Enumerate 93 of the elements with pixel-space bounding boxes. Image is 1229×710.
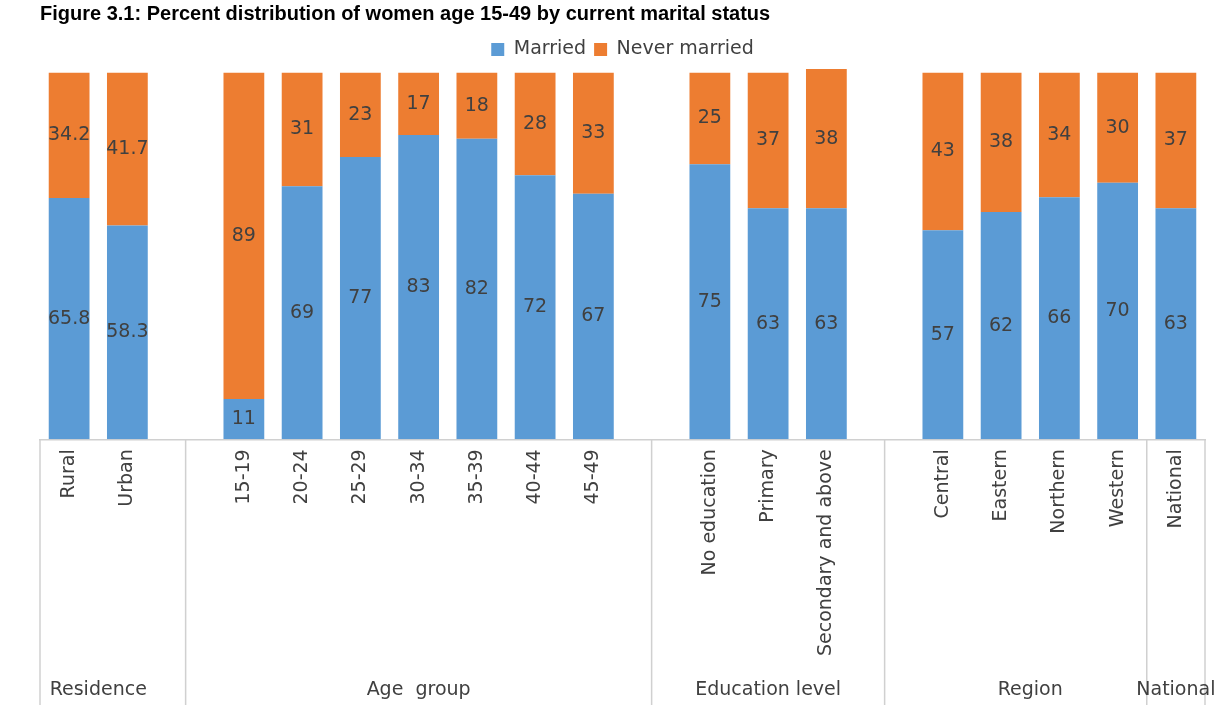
x-tick-label: 35-39 [463,449,486,505]
bar [281,186,323,440]
bar [456,138,498,440]
data-label: 72 [523,294,548,317]
bar [747,72,789,209]
x-tick-label: 40-44 [522,449,545,505]
x-tick-label: 20-24 [289,449,312,505]
data-label: 38 [814,125,839,148]
data-label: 25 [697,105,722,128]
data-label: 18 [464,92,489,115]
legend-label: Never married [616,36,754,59]
bar [514,175,556,440]
bar [1097,182,1139,440]
data-label: 63 [756,310,781,333]
data-label: 57 [930,321,955,344]
data-label: 33 [581,120,606,143]
x-tick-label: Primary [755,449,778,523]
bar [1038,72,1080,198]
data-label: 34 [1047,121,1072,144]
bar [747,208,789,440]
data-label: 17 [406,90,431,113]
data-label: 67 [581,303,606,326]
chart-title: Figure 3.1: Percent distribution of women age 15-49 by current marital status [40,1,771,24]
x-tick-label: Eastern [988,449,1011,522]
data-label: 83 [406,274,431,297]
bar [689,72,731,165]
data-label: 43 [930,138,955,161]
bar [223,398,265,440]
data-label: 28 [523,110,548,133]
text: Residence [49,676,147,699]
bar [339,72,381,157]
bar [922,72,964,231]
data-label: 62 [989,312,1014,335]
bar [48,72,90,199]
bar [980,211,1022,440]
data-label: 34.2 [47,122,91,145]
x-tick-label: 15-19 [230,449,253,505]
bar [1155,72,1197,209]
text: National [1136,676,1216,699]
x-tick-label: 25-29 [347,449,370,505]
x-tick-label: Rural [56,449,79,499]
text: Region [997,676,1063,699]
x-tick-label: National [1162,449,1185,529]
x-tick-label: Urban [114,449,137,507]
bar [1097,72,1139,183]
bar [106,225,148,440]
data-label: 38 [989,129,1014,152]
data-label: 37 [1163,127,1188,150]
bar [689,164,731,440]
bar [281,72,323,187]
x-tick-label: Secondary and above [813,449,836,657]
bar [398,134,440,440]
bar [572,72,614,194]
x-tick-label: 45-49 [580,449,603,505]
bar [398,72,440,135]
bar [922,230,964,440]
data-label: 63 [814,310,839,333]
bar [514,72,556,176]
bar [572,193,614,440]
bar [1155,208,1197,440]
data-label: 11 [231,406,256,429]
data-label: 66 [1047,305,1072,328]
x-tick-label: Northern [1046,449,1069,534]
data-label: 69 [290,299,315,322]
data-label: 70 [1105,297,1130,320]
data-label: 63 [1163,310,1188,333]
data-label: 41.7 [106,136,149,159]
text: Education level [695,676,842,699]
bar [223,72,265,399]
data-label: 77 [348,285,373,308]
bar [48,198,90,440]
text: Age group [366,676,471,699]
x-tick-label: Western [1104,449,1127,528]
bar [805,69,847,209]
data-label: 30 [1105,114,1130,137]
data-label: 65.8 [47,305,91,328]
x-tick-label: 30-34 [405,449,428,505]
x-tick-label: Central [929,449,952,519]
data-label: 82 [464,275,489,298]
data-label: 58.3 [106,319,149,342]
bar [805,208,847,440]
bar [980,72,1022,212]
bar [106,72,148,226]
x-tick-label: No education [696,449,719,576]
data-label: 89 [231,222,256,245]
data-label: 31 [290,116,315,139]
bar [1038,197,1080,440]
bar [456,72,498,139]
data-label: 37 [756,127,781,150]
data-label: 23 [348,101,373,124]
data-label: 75 [697,288,722,311]
bar [339,156,381,440]
legend-label: Married [513,36,587,59]
